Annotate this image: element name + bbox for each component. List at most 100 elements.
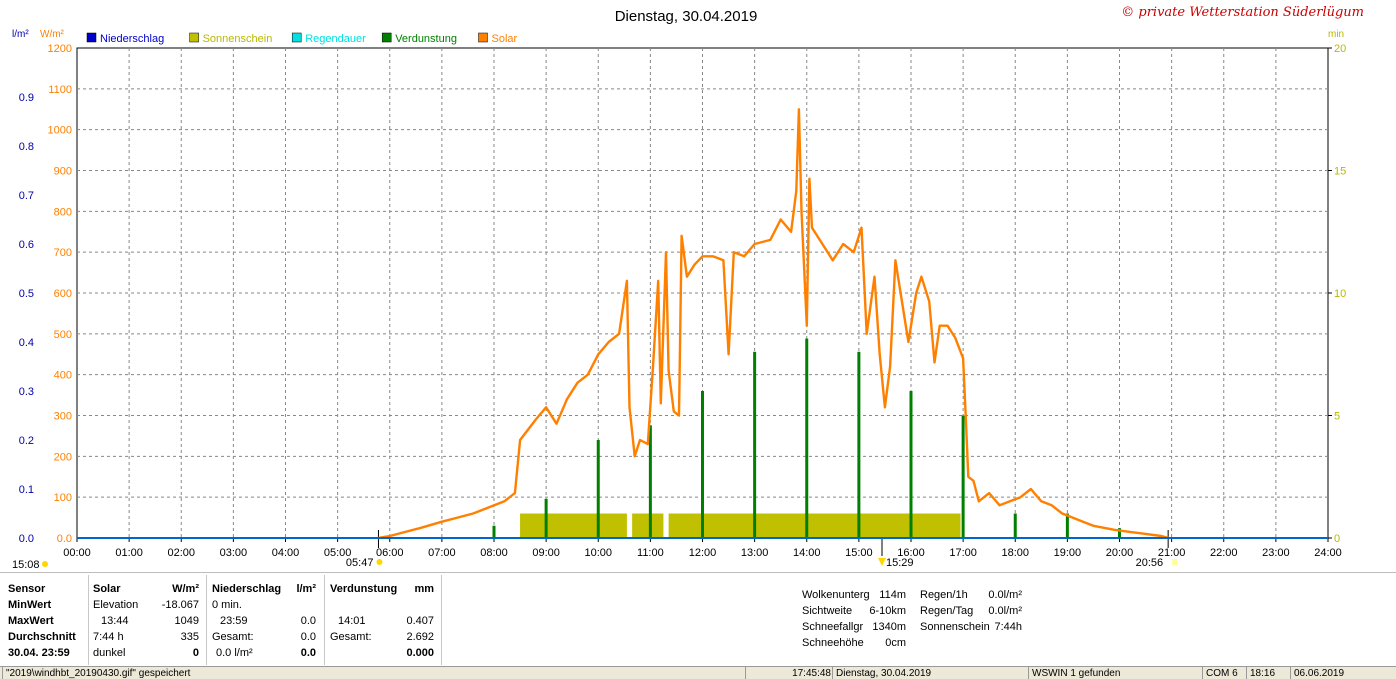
solar-label: 13:44: [101, 615, 129, 627]
legend-label: Regendauer: [305, 33, 366, 45]
y-tick-label-lm2: 0.8: [19, 141, 34, 153]
x-tick-label: 23:00: [1262, 547, 1290, 559]
verdunstung-header: Verdunstung: [330, 583, 398, 595]
axis-ticks: 00:00 01:00 02:00 03:00 04:00 05:00 06:00 07:00…: [12, 43, 1346, 570]
legend-label: Niederschlag: [100, 33, 164, 45]
status-today: 06.06.2019: [1290, 667, 1394, 679]
y-tick-label-lm2: 0.1: [19, 484, 34, 496]
verdunstung-spike: [909, 391, 913, 538]
legend-swatch: [86, 32, 97, 43]
chart-title: Dienstag, 30.04.2019: [615, 8, 758, 25]
right-axis-label: min: [1328, 29, 1344, 40]
x-tick-label: 11:00: [637, 547, 664, 559]
niederschlag-value: 0.0: [300, 631, 316, 643]
verdunstung-label: Gesamt:: [330, 631, 372, 643]
verdunstung-label: 14:01: [338, 615, 366, 627]
sunset-label: 20:56: [1136, 557, 1164, 569]
y-tick-label-wm2: 300: [54, 411, 72, 423]
x-tick-label: 21:00: [1158, 547, 1186, 559]
verdunstung-spike: [596, 440, 600, 538]
x-tick-label: 16:00: [897, 547, 925, 559]
status-file: "2019\windhbt_20190430.gif" gespeichert: [2, 667, 746, 679]
x-tick-label: 24:00: [1314, 547, 1342, 559]
legend-label: Solar: [492, 33, 518, 45]
solar-value: 1049: [174, 615, 199, 627]
x-tick-label: 12:00: [689, 547, 717, 559]
weather-value: 6-10km: [869, 605, 906, 617]
verdunstung-spike: [544, 498, 548, 538]
niederschlag-label: Gesamt:: [212, 631, 254, 643]
y-tick-label-min: 10: [1334, 288, 1346, 300]
solar-column: Solar W/m² Elevation -18.067 13:44 1049 7:4…: [93, 577, 203, 663]
sunset-icon: [1172, 559, 1178, 565]
y-tick-label-min: 20: [1334, 43, 1346, 55]
x-tick-label: 01:00: [115, 547, 143, 559]
legend-swatch: [381, 32, 392, 43]
y-tick-label-lm2: 0.6: [19, 239, 34, 251]
solar-unit: W/m²: [172, 583, 199, 595]
y-tick-label-lm2: 0.2: [19, 435, 34, 447]
stats-panel: Sensor MinWert MaxWert Durchschnitt 30.0…: [0, 572, 1396, 667]
weather-label: Sichtweite: [802, 605, 853, 617]
legend-label: Verdunstung: [395, 33, 457, 45]
niederschlag-header: Niederschlag: [212, 583, 282, 595]
status-clock: 18:16: [1246, 667, 1290, 679]
copyright-text: © private Wetterstation Süderlügum: [1121, 5, 1364, 20]
x-tick-label: 06:00: [376, 547, 404, 559]
niederschlag-value: 0.0: [300, 615, 316, 627]
weather-chart: Dienstag, 30.04.2019 © private Wettersta…: [12, 5, 1364, 570]
y-tick-label-wm2: 1200: [48, 43, 72, 55]
y-tick-label-wm2: 0.0: [57, 533, 72, 545]
x-tick-label: 07:00: [428, 547, 456, 559]
sonnenschein-bar: [668, 513, 961, 538]
x-tick-label: 10:00: [584, 547, 612, 559]
sun-marker-icon: [42, 561, 48, 567]
x-tick-label: 19:00: [1054, 547, 1082, 559]
verdunstung-spike: [1013, 513, 1017, 538]
y-tick-label-wm2: 700: [54, 247, 72, 259]
sonnenschein-bar: [632, 513, 664, 538]
verdunstung-value: 2.692: [406, 631, 434, 643]
solar-label: dunkel: [93, 647, 126, 659]
verdunstung-unit: mm: [414, 583, 434, 595]
y-tick-label-wm2: 1100: [48, 84, 72, 96]
y-tick-label-min: 0: [1334, 533, 1340, 545]
weather-column: Wolkenunterg 114m Sichtweite 6-10km Schnee…: [802, 577, 910, 663]
y-tick-label-wm2: 600: [54, 288, 72, 300]
sunrise-icon: [376, 559, 383, 565]
legend-label: Sonnenschein: [203, 33, 273, 45]
left-inner-axis-label: W/m²: [40, 29, 65, 40]
verdunstung-spike: [1118, 528, 1121, 538]
verdunstung-spike: [857, 351, 861, 538]
status-com: COM 6: [1202, 667, 1246, 679]
x-tick-label: 02:00: [167, 547, 195, 559]
y-tick-label-lm2: 0.3: [19, 386, 34, 398]
y-tick-label-lm2: 0.7: [19, 190, 34, 202]
weather-value: 114m: [879, 589, 906, 601]
solar-value: -18.067: [161, 599, 199, 611]
rain-label: Regen/1h: [920, 589, 968, 601]
y-tick-label-lm2: 0.5: [19, 288, 34, 300]
legend-swatch: [478, 32, 488, 43]
status-time: 17:45:48: [745, 667, 834, 679]
y-tick-label-wm2: 200: [54, 451, 72, 463]
y-tick-label-lm2: 0.9: [19, 92, 34, 104]
rain-value: 0.0l/m²: [988, 589, 1022, 601]
niederschlag-value: 0.0: [300, 647, 316, 659]
y-tick-label-min: 5: [1334, 411, 1340, 423]
x-tick-label: 05:00: [324, 547, 352, 559]
sensor-row-avg: Durchschnitt: [8, 631, 76, 643]
y-tick-label-min: 15: [1334, 166, 1346, 178]
rain-label: Regen/Tag: [920, 605, 974, 617]
niederschlag-label: 0.0 l/m²: [216, 647, 253, 659]
rain-label: Sonnenschein: [920, 621, 990, 633]
x-tick-label: 09:00: [532, 547, 560, 559]
weather-label: Schneefallgr: [802, 621, 864, 633]
x-tick-label: 22:00: [1210, 547, 1238, 559]
solar-label: Elevation: [93, 599, 139, 611]
legend-swatch: [291, 32, 302, 43]
x-tick-label: 18:00: [1001, 547, 1029, 559]
sensor-row-max: MaxWert: [8, 615, 54, 627]
sensor-row-current: 30.04. 23:59: [8, 647, 70, 659]
status-found: WSWIN 1 gefunden: [1028, 667, 1202, 679]
